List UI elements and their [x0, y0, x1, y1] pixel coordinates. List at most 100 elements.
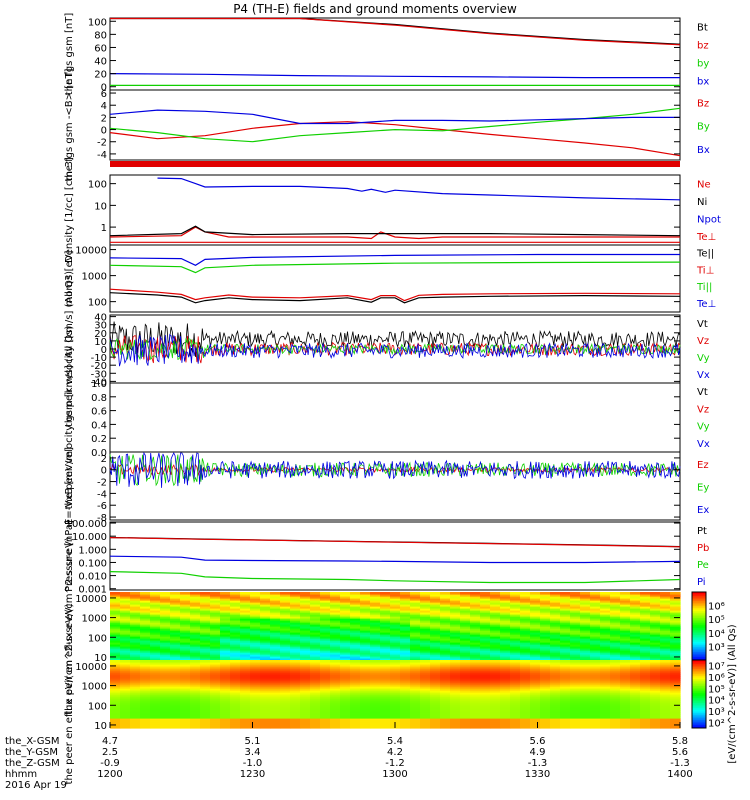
heatmap-cell	[470, 648, 481, 651]
heatmap-cell	[320, 702, 331, 705]
heatmap-cell	[640, 594, 651, 597]
heatmap-cell	[180, 698, 191, 701]
heatmap-cell	[420, 698, 431, 701]
heatmap-cell	[160, 684, 171, 687]
heatmap-cell	[300, 648, 311, 651]
heatmap-cell	[430, 640, 441, 643]
heatmap-cell	[220, 684, 231, 687]
heatmap-cell	[570, 704, 581, 707]
heatmap-cell	[220, 660, 231, 663]
heatmap-cell	[260, 626, 271, 629]
panel-frame	[109, 521, 681, 591]
heatmap-cell	[160, 682, 171, 685]
heatmap-cell	[550, 656, 561, 659]
heatmap-cell	[660, 720, 671, 723]
heatmap-cell	[550, 622, 561, 625]
heatmap-cell	[670, 654, 681, 657]
heatmap-cell	[360, 714, 371, 717]
heatmap-cell	[670, 622, 681, 625]
heatmap-cell	[180, 680, 191, 683]
heatmap-cell	[120, 724, 131, 727]
heatmap-cell	[460, 716, 471, 719]
heatmap-cell	[190, 722, 201, 725]
heatmap-cell	[600, 618, 611, 621]
heatmap-cell	[490, 674, 501, 677]
heatmap-cell	[190, 616, 201, 619]
heatmap-cell	[320, 662, 331, 665]
heatmap-cell	[400, 702, 411, 705]
heatmap-cell	[490, 702, 501, 705]
heatmap-cell	[520, 720, 531, 723]
heatmap-cell	[490, 720, 501, 723]
heatmap-cell	[560, 690, 571, 693]
heatmap-cell	[600, 722, 611, 725]
heatmap-cell	[260, 688, 271, 691]
heatmap-cell	[170, 614, 181, 617]
heatmap-cell	[270, 662, 281, 665]
heatmap-cell	[530, 686, 541, 689]
heatmap-cell	[380, 722, 391, 725]
heatmap-cell	[310, 674, 321, 677]
heatmap-cell	[150, 608, 161, 611]
heatmap-cell	[570, 656, 581, 659]
heatmap-cell	[440, 612, 451, 615]
heatmap-cell	[390, 686, 401, 689]
heatmap-cell	[250, 652, 261, 655]
heatmap-cell	[110, 662, 121, 665]
heatmap-cell	[670, 638, 681, 641]
heatmap-cell	[610, 672, 621, 675]
heatmap-cell	[580, 704, 591, 707]
heatmap-cell	[140, 636, 151, 639]
series-bx-line	[109, 73, 680, 79]
heatmap-cell	[560, 686, 571, 689]
heatmap-cell	[180, 672, 191, 675]
colorbar-cell	[692, 716, 706, 719]
heatmap-cell	[530, 656, 541, 659]
heatmap-cell	[670, 726, 681, 729]
heatmap-cell	[540, 652, 551, 655]
heatmap-cell	[560, 600, 571, 603]
heatmap-cell	[640, 642, 651, 645]
heatmap-cell	[170, 598, 181, 601]
heatmap-cell	[530, 626, 541, 629]
heatmap-cell	[670, 614, 681, 617]
heatmap-cell	[440, 672, 451, 675]
heatmap-cell	[300, 720, 311, 723]
heatmap-cell	[580, 662, 591, 665]
heatmap-cell	[190, 656, 201, 659]
heatmap-cell	[150, 702, 161, 705]
heatmap-cell	[530, 690, 541, 693]
heatmap-cell	[320, 712, 331, 715]
heatmap-cell	[150, 690, 161, 693]
heatmap-cell	[170, 638, 181, 641]
heatmap-cell	[240, 716, 251, 719]
heatmap-cell	[380, 678, 391, 681]
heatmap-cell	[330, 686, 341, 689]
heatmap-cell	[260, 660, 271, 663]
heatmap-cell	[600, 634, 611, 637]
heatmap-cell	[230, 720, 241, 723]
heatmap-cell	[480, 660, 491, 663]
heatmap-cell	[350, 630, 361, 633]
heatmap-cell	[650, 592, 661, 595]
heatmap-cell	[120, 698, 131, 701]
heatmap-cell	[240, 658, 251, 661]
heatmap-cell	[200, 708, 211, 711]
heatmap-cell	[400, 608, 411, 611]
heatmap-cell	[610, 616, 621, 619]
heatmap-cell	[590, 692, 601, 695]
heatmap-cell	[120, 726, 131, 729]
heatmap-cell	[640, 712, 651, 715]
heatmap-cell	[570, 696, 581, 699]
heatmap-cell	[550, 614, 561, 617]
heatmap-cell	[120, 652, 131, 655]
heatmap-cell	[340, 630, 351, 633]
heatmap-cell	[250, 604, 261, 607]
heatmap-cell	[110, 674, 121, 677]
heatmap-cell	[460, 640, 471, 643]
heatmap-cell	[510, 686, 521, 689]
heatmap-cell	[390, 672, 401, 675]
heatmap-cell	[260, 716, 271, 719]
heatmap-cell	[550, 704, 561, 707]
